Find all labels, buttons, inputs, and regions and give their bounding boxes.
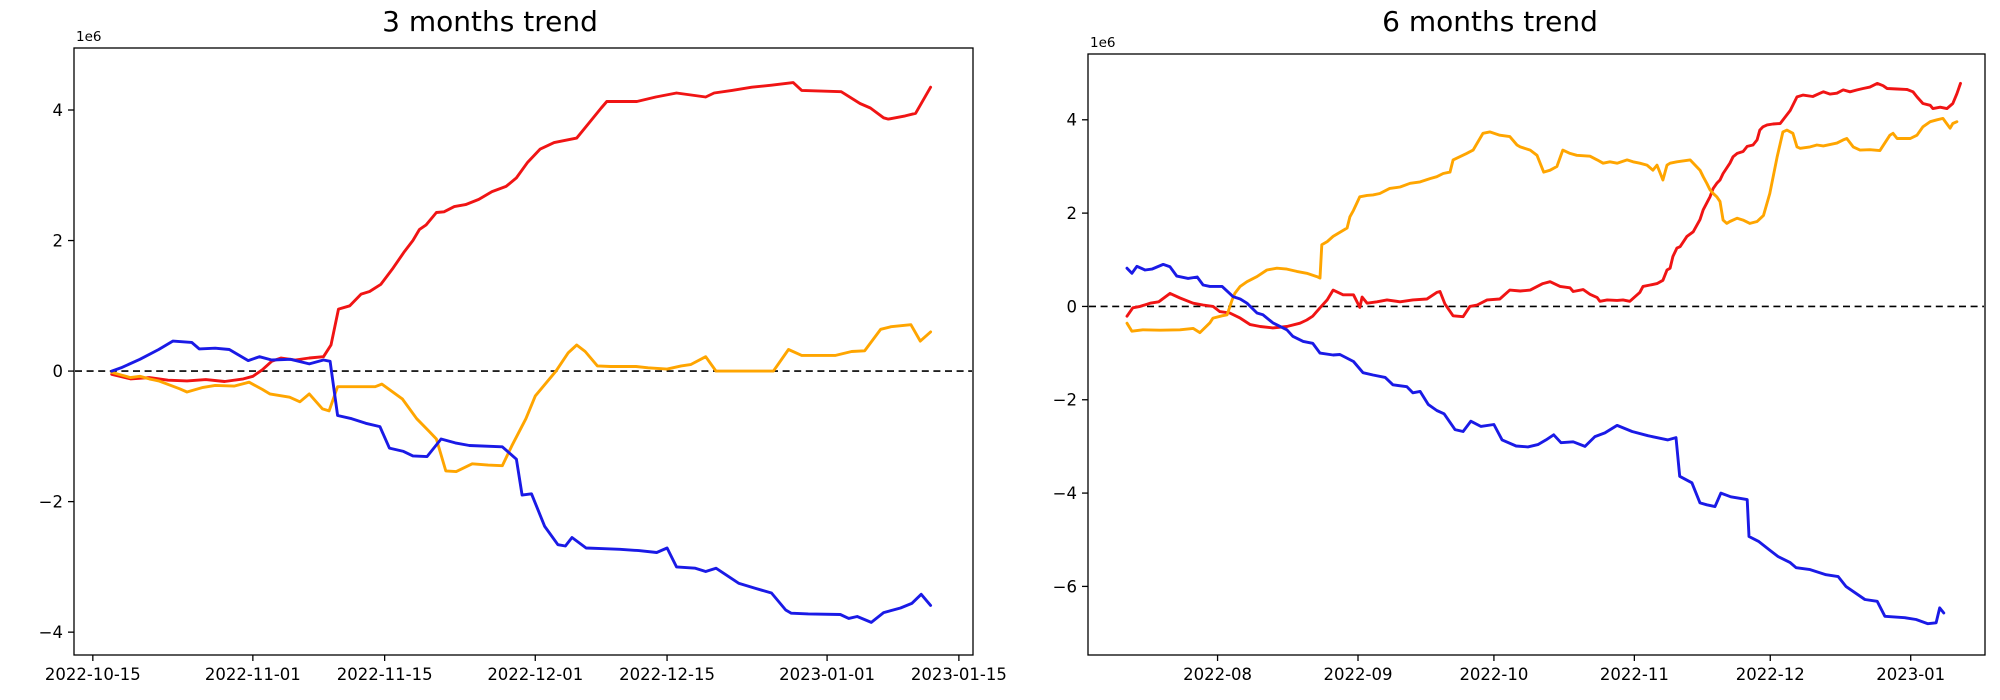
y-tick-label: −4	[39, 623, 63, 642]
y-tick-label: 2	[1067, 204, 1078, 223]
series-blue-line	[110, 339, 933, 624]
series-red-line	[1125, 81, 1962, 330]
y-tick-label: −2	[39, 493, 63, 512]
y-tick-label: 4	[1067, 111, 1078, 130]
x-tick-label: 2022-12	[1736, 665, 1805, 684]
series-orange-line	[110, 323, 933, 474]
y-tick-label: −4	[1053, 484, 1077, 503]
y-axis-offset-label: 1e6	[76, 29, 101, 45]
x-tick-label: 2022-11	[1600, 665, 1669, 684]
y-tick-label: 2	[53, 231, 64, 250]
series-red-line	[110, 81, 933, 383]
chart-title-6-months: 6 months trend	[1382, 5, 1598, 38]
x-tick-label: 2022-10	[1459, 665, 1528, 684]
y-tick-label: −2	[1053, 391, 1077, 410]
axes-border	[73, 47, 974, 656]
chart-title-3-months: 3 months trend	[382, 5, 598, 38]
x-tick-label: 2022-12-15	[619, 665, 715, 684]
x-tick-label: 2023-01	[1876, 665, 1945, 684]
series-blue-line	[1125, 262, 1946, 626]
x-tick-label: 2022-08	[1183, 665, 1252, 684]
axes-border	[1087, 53, 1986, 656]
series-orange-line	[1125, 116, 1959, 335]
y-tick-label: −6	[1053, 577, 1077, 596]
x-tick-label: 2022-09	[1324, 665, 1393, 684]
y-axis-offset-label: 1e6	[1090, 35, 1115, 51]
x-tick-label: 2022-11-01	[205, 665, 301, 684]
x-tick-label: 2022-12-01	[487, 665, 583, 684]
x-tick-label: 2022-10-15	[45, 665, 141, 684]
y-tick-label: 0	[53, 362, 64, 381]
x-tick-label: 2023-01-01	[779, 665, 875, 684]
y-tick-label: 0	[1067, 297, 1078, 316]
x-tick-label: 2022-11-15	[337, 665, 433, 684]
x-tick-label: 2023-01-15	[911, 665, 1007, 684]
y-tick-label: 4	[53, 101, 64, 120]
